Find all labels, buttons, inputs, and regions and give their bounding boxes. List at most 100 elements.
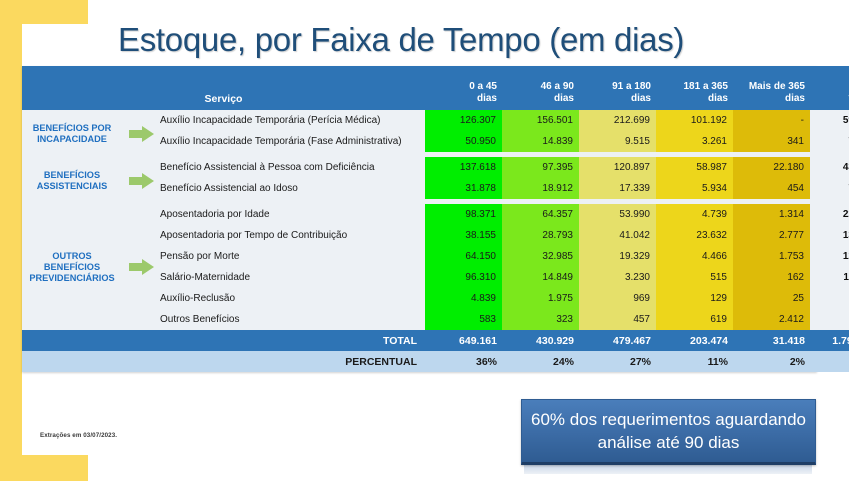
- header-servico: Serviço: [22, 66, 425, 110]
- footer-total-label: TOTAL: [22, 330, 425, 351]
- row-total: 596.699: [810, 110, 849, 131]
- footer-percent-total: 100%: [810, 351, 849, 372]
- table-row: Pensão por Morte 64.150 32.985 19.329 4.466 1…: [22, 246, 849, 267]
- cell-value: 64.357: [502, 204, 579, 225]
- callout-box: 60% dos requerimentos aguardando análise…: [521, 399, 816, 465]
- cell-value: 323: [502, 309, 579, 330]
- cell-value: 129: [656, 288, 733, 309]
- row-total: 437.077: [810, 157, 849, 178]
- cell-value: 58.987: [656, 157, 733, 178]
- header-band-91-180: 91 a 180 dias: [579, 66, 656, 110]
- header-band-181-365: 181 a 365 dias: [656, 66, 733, 110]
- row-spacer: [22, 152, 849, 157]
- footnote-extraction-date: Extrações em 03/07/2023.: [40, 432, 118, 439]
- callout-shadow: [524, 464, 812, 474]
- service-name: Outros Benefícios: [152, 309, 425, 330]
- spacer-cell: [810, 199, 849, 204]
- service-name: Benefício Assistencial ao Idoso: [152, 178, 425, 199]
- footer-percent-91-180: 27%: [579, 351, 656, 372]
- spacer-cell: [733, 199, 810, 204]
- spacer-cell: [579, 152, 656, 157]
- cell-value: 5.934: [656, 178, 733, 199]
- footer-percent-label: PERCENTUAL: [22, 351, 425, 372]
- header-band-46-90: 46 a 90 dias: [502, 66, 579, 110]
- header-total: TOTAL: [810, 66, 849, 110]
- row-total: 134.399: [810, 225, 849, 246]
- cell-value: 4.466: [656, 246, 733, 267]
- spacer-cell: [502, 199, 579, 204]
- table-row: Auxílio Incapacidade Temporária (Fase Ad…: [22, 131, 849, 152]
- spacer-cell: [152, 199, 425, 204]
- row-total: 78.906: [810, 131, 849, 152]
- footer-total-181-365: 203.474: [656, 330, 733, 351]
- header-band-mais-365: Mais de 365 dias: [733, 66, 810, 110]
- header-band-46-90-line1: 46 a 90: [540, 81, 574, 92]
- service-name: Auxílio Incapacidade Temporária (Perícia…: [152, 110, 425, 131]
- arrow-right-icon: [122, 110, 154, 157]
- spacer-cell: [425, 199, 502, 204]
- cell-value: 17.339: [579, 178, 656, 199]
- cell-value: 31.878: [425, 178, 502, 199]
- cell-value: 53.990: [579, 204, 656, 225]
- cell-value: 137.618: [425, 157, 502, 178]
- cell-value: 98.371: [425, 204, 502, 225]
- footer-grand-total: 1.794.449: [810, 330, 849, 351]
- footer-percent-mais-365: 2%: [733, 351, 810, 372]
- header-band-mais-365-line1: Mais de 365: [748, 81, 805, 92]
- row-total: 4.394: [810, 309, 849, 330]
- table-row: BENEFÍCIOS ASSISTENCIAIS Benefício Assiste…: [22, 157, 849, 204]
- table-footer: TOTAL 649.161 430.929 479.467 203.474 31…: [22, 330, 849, 372]
- header-band-91-180-line2: dias: [630, 93, 651, 104]
- cell-value: 3.230: [579, 267, 656, 288]
- header-band-0-45-line2: dias: [476, 93, 497, 104]
- cell-value: 23.632: [656, 225, 733, 246]
- spacer-cell: [425, 152, 502, 157]
- cell-value: 4.739: [656, 204, 733, 225]
- group-label-line: INCAPACIDADE: [37, 133, 107, 144]
- cell-value: 32.985: [502, 246, 579, 267]
- cell-value: 14.839: [502, 131, 579, 152]
- spacer-cell: [656, 152, 733, 157]
- spacer-cell: [502, 152, 579, 157]
- row-total: 115.066: [810, 267, 849, 288]
- cell-value: 341: [733, 131, 810, 152]
- spacer-cell: [733, 152, 810, 157]
- cell-value: 19.329: [579, 246, 656, 267]
- spacer-cell: [656, 199, 733, 204]
- spacer-cell: [152, 152, 425, 157]
- cell-value: 64.150: [425, 246, 502, 267]
- table-row-percentual: PERCENTUAL 36% 24% 27% 11% 2% 100%: [22, 351, 849, 372]
- cell-value: 14.849: [502, 267, 579, 288]
- footer-percent-0-45: 36%: [425, 351, 502, 372]
- footer-percent-181-365: 11%: [656, 351, 733, 372]
- page-title: Estoque, por Faixa de Tempo (em dias): [118, 21, 685, 58]
- table-row: Salário-Maternidade 96.310 14.849 3.230 515 1…: [22, 267, 849, 288]
- service-name: Aposentadoria por Tempo de Contribuição: [152, 225, 425, 246]
- cell-value: 96.310: [425, 267, 502, 288]
- row-total: 122.683: [810, 246, 849, 267]
- cell-value: 454: [733, 178, 810, 199]
- cell-value: 156.501: [502, 110, 579, 131]
- cell-value: 9.515: [579, 131, 656, 152]
- group-label-1: BENEFÍCIOS POR INCAPACIDADE: [22, 110, 122, 157]
- cell-value: 38.155: [425, 225, 502, 246]
- spacer-cell: [579, 199, 656, 204]
- cell-value: 50.950: [425, 131, 502, 152]
- group-label-line: BENEFÍCIOS: [43, 169, 101, 180]
- cell-value: -: [733, 110, 810, 131]
- table-row: BENEFÍCIOS POR INCAPACIDADE Auxílio Incapa…: [22, 110, 849, 157]
- service-name: Benefício Assistencial à Pessoa com Defi…: [152, 157, 425, 178]
- decorative-yellow-top-bar: [0, 0, 88, 24]
- cell-value: 22.180: [733, 157, 810, 178]
- cell-value: 97.395: [502, 157, 579, 178]
- cell-value: 2.777: [733, 225, 810, 246]
- footer-total-46-90: 430.929: [502, 330, 579, 351]
- cell-value: 619: [656, 309, 733, 330]
- group-label-2: BENEFÍCIOS ASSISTENCIAIS: [22, 157, 122, 204]
- cell-value: 18.912: [502, 178, 579, 199]
- table-header: Serviço 0 a 45 dias 46 a 90 dias 91 a 18…: [22, 66, 849, 110]
- table-row: Benefício Assistencial ao Idoso 31.878 18.…: [22, 178, 849, 199]
- table-body: BENEFÍCIOS POR INCAPACIDADE Auxílio Incapa…: [22, 110, 849, 330]
- cell-value: 28.793: [502, 225, 579, 246]
